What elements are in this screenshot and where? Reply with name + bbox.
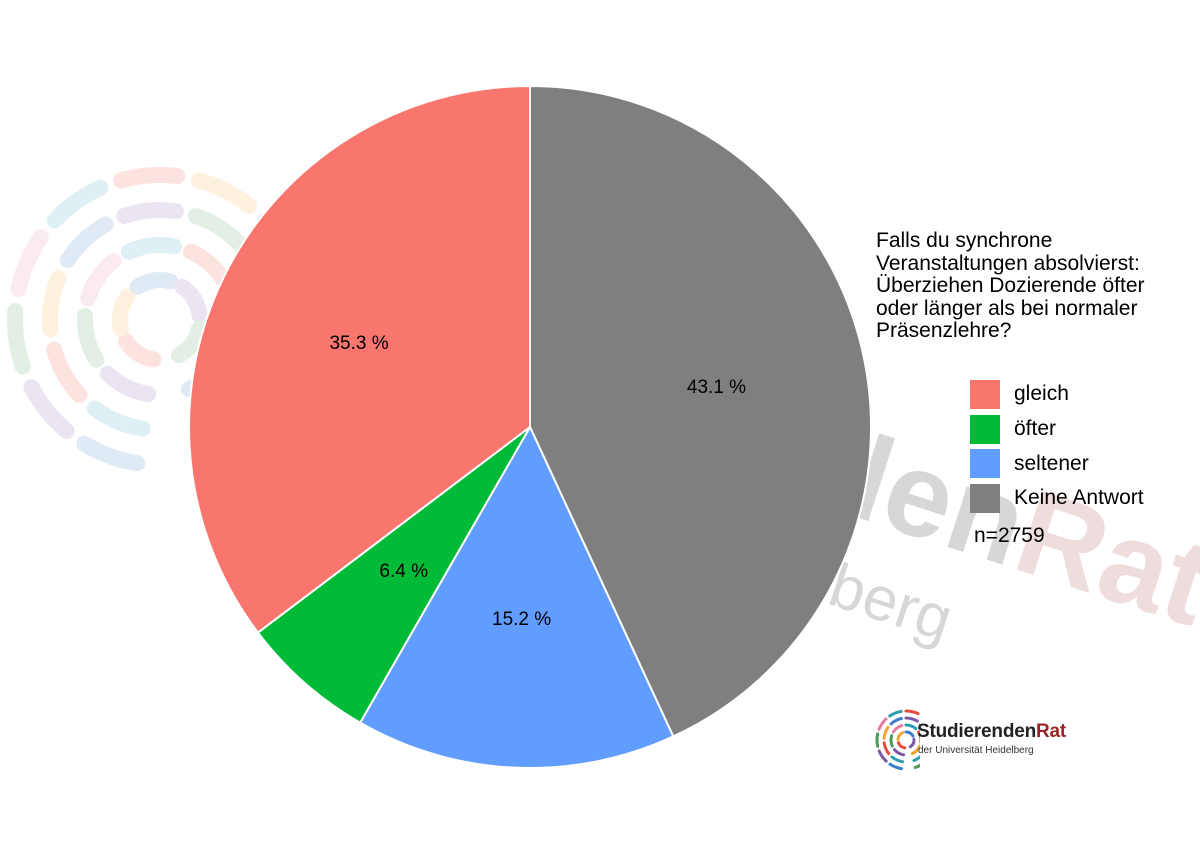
legend-label: öfter (1014, 417, 1057, 441)
pie-value-label: 43.1 % (687, 377, 746, 398)
legend-swatch (970, 449, 1000, 479)
sample-size-note: n=2759 (974, 524, 1045, 547)
legend-item-oefter: öfter (970, 412, 1190, 447)
legend-item-gleich: gleich (970, 377, 1190, 412)
logo-title: StudierendenRat (917, 721, 1067, 742)
logo-emblem-icon (875, 709, 920, 771)
legend-title-line: oder länger als bei normaler (876, 296, 1138, 320)
legend-title-line: Präsenzlehre? (876, 319, 1012, 342)
pie-slice-seltener (358, 424, 675, 769)
pie-slice-öfter (256, 426, 531, 725)
legend-title-line: Falls du synchrone (876, 229, 1053, 252)
legend-swatch (970, 483, 1000, 513)
legend-swatch (970, 379, 1000, 409)
legend-swatch (970, 414, 1000, 444)
logo-subtitle: der Universität Heidelberg (918, 745, 1034, 756)
legend-item-keine-antwort: Keine Antwort (970, 481, 1190, 516)
pie-slices (188, 84, 872, 769)
pie-value-label: 35.3 % (329, 333, 388, 354)
pie-value-label: 6.4 % (379, 561, 428, 582)
studierendenrat-logo: StudierendenRat der Universität Heidelbe… (872, 706, 1092, 774)
pie-slice-keine-antwort (529, 84, 872, 738)
legend-label: gleich (1014, 382, 1069, 406)
legend-label: Keine Antwort (1014, 486, 1144, 510)
pie-slice-gleich (188, 84, 531, 635)
legend-title: Falls du synchrone Veranstaltungen absol… (876, 229, 1176, 343)
legend-label: seltener (1014, 451, 1089, 475)
legend-title-line: Veranstaltungen absolvierst: (876, 251, 1140, 275)
pie-value-labels: 43.1 % 15.2 % 6.4 % 35.3 % (329, 333, 746, 630)
pie-value-label: 15.2 % (492, 609, 551, 630)
legend: gleich öfter seltener Keine Antwort (970, 377, 1190, 516)
legend-item-seltener: seltener (970, 446, 1190, 481)
legend-title-line: Überziehen Dozierende öfter (876, 274, 1145, 297)
